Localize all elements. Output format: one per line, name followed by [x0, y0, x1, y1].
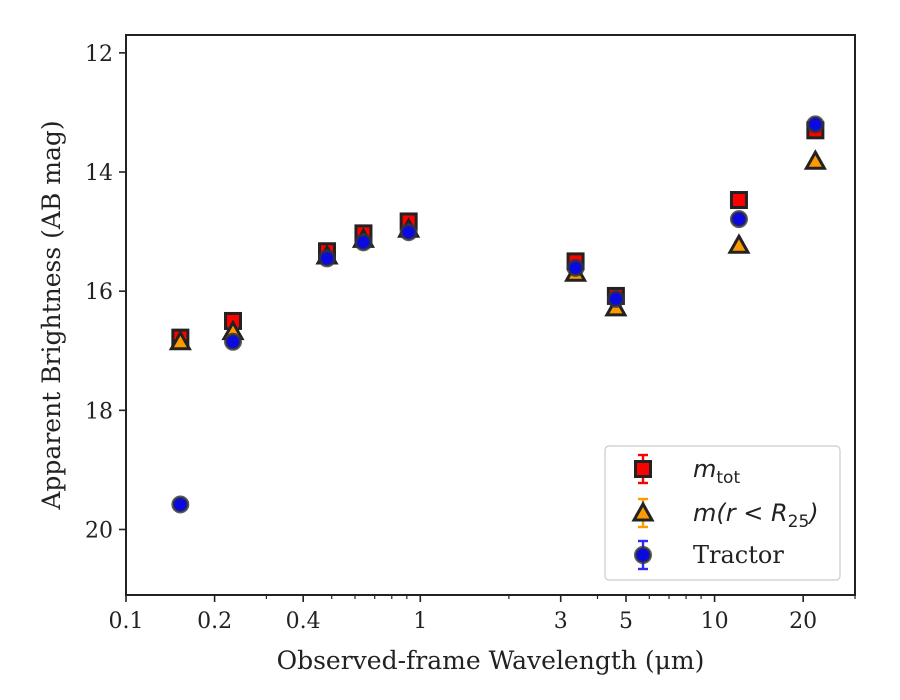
series-2-point-8 [806, 115, 825, 134]
legend: mtot m(r < R25) Tractor [604, 445, 841, 581]
legend-entry-mr25: m(r < R25) [693, 499, 819, 532]
x-tick-label-7: 20 [789, 609, 817, 634]
legend-entry-mr25-tail: ) [807, 499, 818, 527]
y-axis-label: Apparent Brightness (AB mag) [37, 120, 66, 510]
x-tick-label-5: 5 [619, 609, 633, 634]
legend-entry-mr25-main: m(r < R [693, 499, 788, 527]
series-2-point-7 [729, 210, 748, 229]
legend-marker-1 [631, 500, 655, 522]
y-tick-label-1: 14 [85, 161, 113, 186]
series-1-point-8 [803, 149, 827, 170]
x-tick-label-6: 10 [701, 609, 729, 634]
series-2 [171, 115, 825, 514]
legend-box [604, 445, 841, 581]
x-tick-label-4: 3 [554, 609, 568, 634]
series-2-point-3 [354, 233, 373, 252]
legend-entry-mtot-sub: tot [716, 468, 740, 488]
series-2-point-6 [606, 289, 625, 308]
series-0-point-7 [729, 191, 748, 210]
legend-entry-tractor: Tractor [693, 541, 784, 569]
series-2-point-5 [566, 258, 585, 277]
plot-frame [125, 34, 856, 596]
x-axis-label: Observed-frame Wavelength (μm) [277, 646, 705, 675]
data-marks [168, 115, 827, 514]
y-tick-label-0: 12 [85, 42, 113, 67]
legend-marker-0 [634, 460, 652, 478]
series-2-point-0 [171, 495, 190, 514]
legend-entry-mtot: mtot [693, 455, 740, 488]
legend-markers [631, 453, 655, 571]
legend-entry-mr25-sub: 25 [788, 512, 810, 532]
y-tick-label-3: 18 [85, 399, 113, 424]
series-2-point-2 [318, 249, 337, 268]
y-tick-label-2: 16 [85, 280, 113, 305]
x-tick-label-2: 0.4 [286, 609, 321, 634]
series-2-point-4 [399, 223, 418, 242]
x-tick-label-0: 0.1 [109, 609, 144, 634]
series-2-point-1 [224, 332, 243, 351]
series-1-point-7 [727, 233, 751, 254]
series-1-point-0 [168, 329, 192, 351]
legend-entry-mtot-main: m [693, 455, 716, 483]
legend-marker-2 [634, 546, 652, 564]
y-tick-label-4: 20 [85, 518, 113, 543]
axis-ticks: 0.1 0.2 0.4 1 3 5 10 20 12 14 16 18 20 [85, 42, 856, 634]
x-tick-label-1: 0.2 [197, 609, 232, 634]
x-tick-label-3: 1 [413, 609, 427, 634]
